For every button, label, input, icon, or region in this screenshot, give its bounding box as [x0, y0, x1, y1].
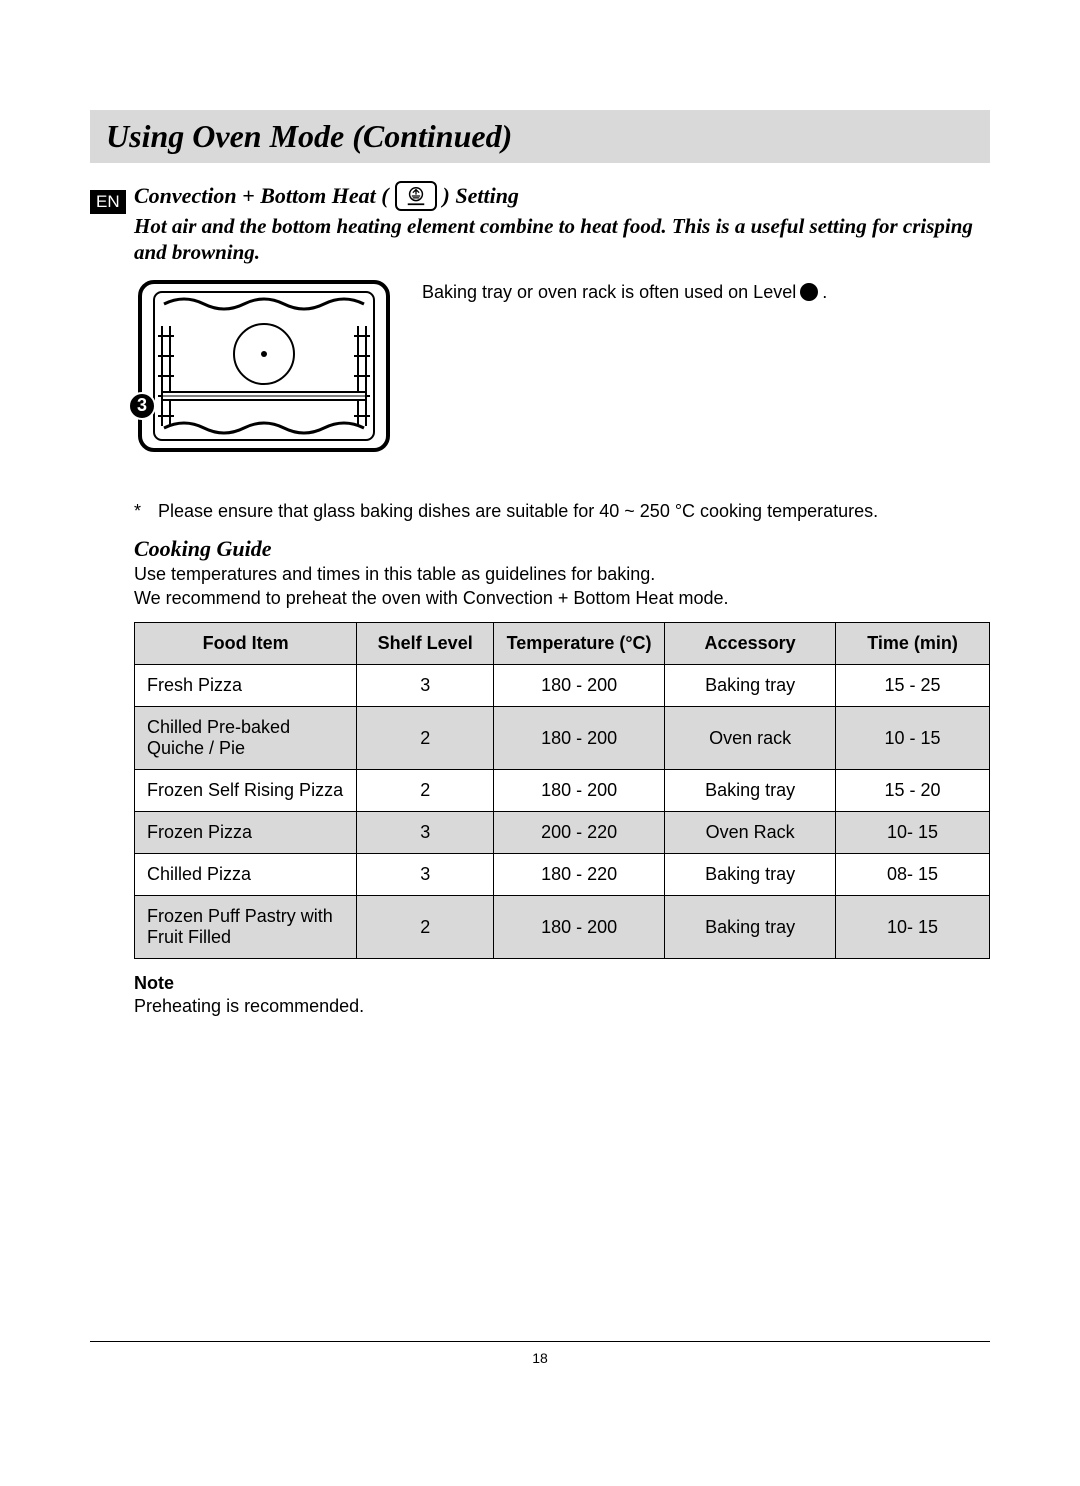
table-cell: Oven Rack — [665, 812, 836, 854]
table-cell: Baking tray — [665, 665, 836, 707]
table-header: Time (min) — [836, 623, 990, 665]
table-cell: Baking tray — [665, 896, 836, 959]
table-row: Chilled Pizza3180 - 220Baking tray08- 15 — [135, 854, 990, 896]
table-row: Chilled Pre-baked Quiche / Pie2180 - 200… — [135, 707, 990, 770]
page-title: Using Oven Mode (Continued) — [106, 118, 974, 155]
footnote: * Please ensure that glass baking dishes… — [134, 501, 990, 522]
table-cell: Oven rack — [665, 707, 836, 770]
setting-heading: Convection + Bottom Heat ( ) Setting — [134, 181, 990, 211]
table-cell: 10 - 15 — [836, 707, 990, 770]
figure-row: 3 Baking tray or oven rack is often used… — [134, 276, 990, 461]
convection-bottom-heat-icon — [395, 181, 437, 211]
table-cell: 180 - 200 — [494, 770, 665, 812]
cooking-guide-heading: Cooking Guide — [134, 536, 990, 562]
table-cell: 3 — [357, 812, 494, 854]
setting-heading-before: Convection + Bottom Heat ( — [134, 183, 389, 209]
table-row: Frozen Puff Pastry with Fruit Filled2180… — [135, 896, 990, 959]
table-row: Fresh Pizza3180 - 200Baking tray15 - 25 — [135, 665, 990, 707]
table-cell: Fresh Pizza — [135, 665, 357, 707]
table-cell: 15 - 25 — [836, 665, 990, 707]
table-row: Frozen Pizza3200 - 220Oven Rack10- 15 — [135, 812, 990, 854]
guide-intro-1: Use temperatures and times in this table… — [134, 562, 990, 586]
table-cell: 2 — [357, 770, 494, 812]
table-cell: 180 - 200 — [494, 896, 665, 959]
table-cell: Chilled Pre-baked Quiche / Pie — [135, 707, 357, 770]
table-header: Temperature (°C) — [494, 623, 665, 665]
table-cell: Frozen Self Rising Pizza — [135, 770, 357, 812]
table-header: Shelf Level — [357, 623, 494, 665]
page-number: 18 — [532, 1350, 548, 1366]
page-footer: 18 — [90, 1341, 990, 1366]
cooking-guide-table: Food ItemShelf LevelTemperature (°C)Acce… — [134, 622, 990, 959]
table-cell: 10- 15 — [836, 812, 990, 854]
table-cell: 10- 15 — [836, 896, 990, 959]
rack-level-badge: 3 — [128, 392, 156, 420]
table-cell: Chilled Pizza — [135, 854, 357, 896]
table-header: Accessory — [665, 623, 836, 665]
table-cell: 15 - 20 — [836, 770, 990, 812]
oven-diagram: 3 — [134, 276, 394, 461]
table-cell: 3 — [357, 854, 494, 896]
guide-intro-2: We recommend to preheat the oven with Co… — [134, 586, 990, 610]
content: Convection + Bottom Heat ( ) Setting Hot… — [134, 181, 990, 1018]
note-label: Note — [134, 973, 990, 994]
note-text: Preheating is recommended. — [134, 994, 990, 1018]
footnote-text: Please ensure that glass baking dishes a… — [158, 501, 878, 522]
table-cell: Frozen Puff Pastry with Fruit Filled — [135, 896, 357, 959]
setting-heading-after: ) Setting — [443, 183, 519, 209]
table-cell: 180 - 220 — [494, 854, 665, 896]
caption-before: Baking tray or oven rack is often used o… — [422, 282, 796, 303]
level-dot-icon — [800, 283, 818, 301]
table-cell: Baking tray — [665, 854, 836, 896]
table-cell: 200 - 220 — [494, 812, 665, 854]
table-row: Frozen Self Rising Pizza2180 - 200Baking… — [135, 770, 990, 812]
language-badge: EN — [90, 190, 126, 214]
table-cell: 2 — [357, 896, 494, 959]
table-cell: 2 — [357, 707, 494, 770]
setting-description: Hot air and the bottom heating element c… — [134, 213, 990, 266]
table-cell: 180 - 200 — [494, 665, 665, 707]
table-cell: 08- 15 — [836, 854, 990, 896]
table-cell: 180 - 200 — [494, 707, 665, 770]
table-header: Food Item — [135, 623, 357, 665]
table-cell: Frozen Pizza — [135, 812, 357, 854]
title-bar: Using Oven Mode (Continued) — [90, 110, 990, 163]
figure-caption: Baking tray or oven rack is often used o… — [422, 282, 827, 303]
footnote-star: * — [134, 501, 146, 522]
table-cell: Baking tray — [665, 770, 836, 812]
table-cell: 3 — [357, 665, 494, 707]
caption-after: . — [822, 282, 827, 303]
